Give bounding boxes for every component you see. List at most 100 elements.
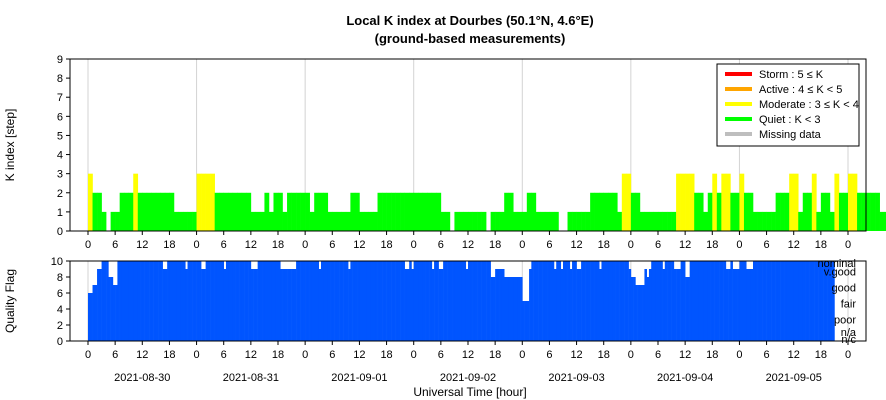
quality-bar (375, 261, 378, 341)
k-index-bar (155, 192, 161, 231)
k-index-bar (400, 192, 405, 231)
quality-bar (402, 261, 405, 341)
quality-bar (207, 261, 211, 341)
k-index-bar (780, 192, 785, 231)
k-index-bar (160, 192, 166, 231)
k-index-bar (784, 192, 790, 231)
k-index-bar (857, 192, 862, 231)
quality-bar (110, 277, 114, 341)
k-index-bar (205, 173, 211, 231)
k-index-bar (468, 211, 473, 231)
k-index-bar (825, 192, 831, 231)
quality-level-label: n/c (841, 334, 856, 346)
quality-bar (262, 261, 265, 341)
k-index-bar (662, 211, 668, 231)
quality-bar (565, 261, 568, 341)
quality-bar (829, 261, 833, 341)
k-index-bar (427, 192, 433, 231)
quality-bar (167, 261, 170, 341)
quality-bar (103, 261, 107, 341)
quality-bar (171, 261, 175, 341)
quality-bar (420, 261, 424, 341)
k-y-tick-label: 9 (57, 54, 63, 66)
k-index-bar (522, 211, 528, 231)
quality-bar (807, 261, 810, 341)
k-index-bar (214, 192, 220, 231)
k-index-bar (513, 211, 519, 231)
q-x-tick-label: 0 (519, 349, 525, 361)
quality-bar (230, 261, 234, 341)
k-index-bar (734, 192, 740, 231)
k-index-bar (327, 211, 333, 231)
k-x-tick-label: 6 (329, 239, 335, 251)
k-index-bar (685, 173, 690, 231)
quality-bar (293, 269, 297, 341)
q-y-tick-label: 0 (57, 336, 63, 348)
k-index-bar (490, 211, 496, 231)
quality-bar (508, 277, 512, 341)
k-index-bar (115, 211, 120, 231)
quality-bar (655, 261, 659, 341)
quality-bar (603, 261, 607, 341)
k-index-bar (472, 211, 478, 231)
k-index-bar (680, 173, 686, 231)
quality-bar (759, 261, 763, 341)
date-label: 2021-09-03 (548, 372, 604, 384)
k-index-bar (508, 192, 514, 231)
k-index-bar (698, 192, 704, 231)
quality-bar (330, 261, 333, 341)
quality-bar (302, 261, 306, 341)
quality-bar (425, 261, 428, 341)
k-index-bar (621, 173, 627, 231)
quality-bar (386, 261, 390, 341)
date-label: 2021-09-01 (331, 372, 387, 384)
k-index-bar (169, 192, 175, 231)
quality-level-label: good (832, 282, 856, 294)
quality-bar (121, 261, 125, 341)
k-x-tick-label: 12 (245, 239, 257, 251)
k-index-bar (861, 192, 867, 231)
quality-bar (144, 261, 148, 341)
quality-bar (300, 261, 304, 341)
quality-bar (533, 261, 537, 341)
k-index-bar (413, 192, 419, 231)
quality-bar (529, 269, 532, 341)
quality-bar (153, 261, 157, 341)
k-index-bar (798, 211, 804, 231)
k-x-tick-label: 0 (628, 239, 634, 251)
quality-bar (481, 261, 485, 341)
quality-bar (126, 261, 130, 341)
k-index-bar (843, 192, 849, 231)
q-x-tick-label: 12 (462, 349, 474, 361)
quality-bar (538, 261, 541, 341)
k-index-bar (259, 211, 265, 231)
k-x-tick-label: 18 (489, 239, 501, 251)
quality-bar (612, 261, 616, 341)
k-index-bar (237, 192, 243, 231)
quality-bar (725, 269, 729, 341)
quality-bar (90, 293, 93, 341)
k-x-tick-label: 12 (570, 239, 582, 251)
quality-bar (196, 261, 200, 341)
quality-bar (827, 261, 831, 341)
k-index-bar (382, 192, 387, 231)
quality-bar (583, 261, 586, 341)
k-index-bar (458, 211, 464, 231)
quality-bar (112, 285, 116, 341)
date-label: 2021-09-04 (657, 372, 713, 384)
k-index-bar (576, 211, 582, 231)
quality-bar (395, 261, 399, 341)
q-x-tick-label: 0 (736, 349, 742, 361)
quality-bar (88, 293, 91, 341)
quality-bar (793, 261, 797, 341)
k-index-bar (635, 192, 641, 231)
k-y-tick-label: 3 (57, 169, 63, 181)
k-index-bar (341, 211, 347, 231)
quality-bar (506, 277, 510, 341)
quality-bar (825, 261, 828, 341)
quality-bar (721, 261, 724, 341)
k-index-bar (694, 192, 700, 231)
quality-bar (510, 277, 514, 341)
k-index-bar (196, 173, 202, 231)
q-x-tick-label: 18 (163, 349, 175, 361)
